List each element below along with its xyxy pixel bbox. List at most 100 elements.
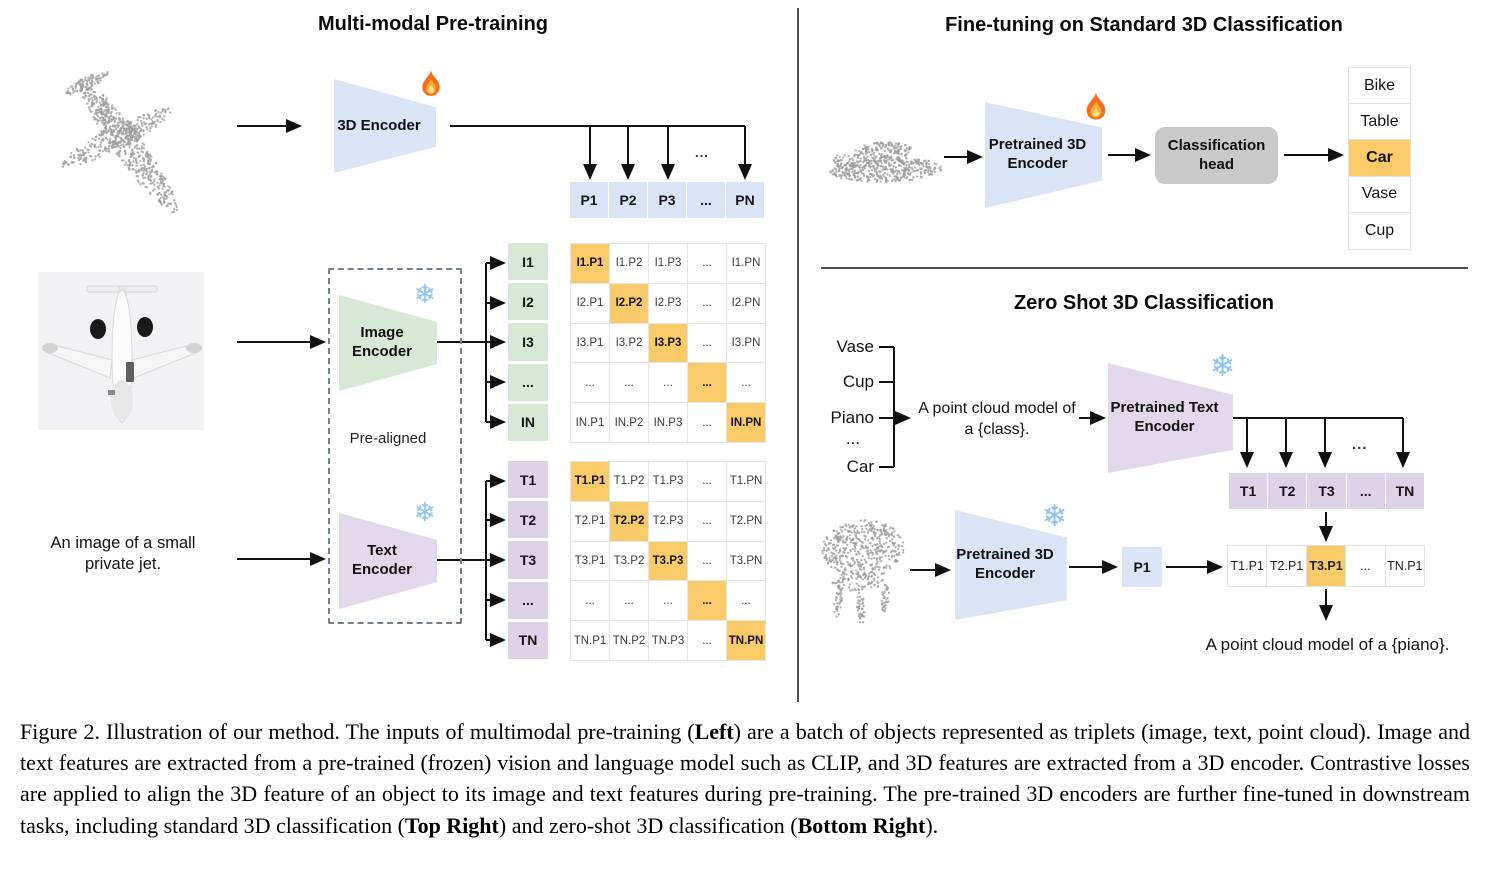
caption-bold-top-right: Top Right: [404, 812, 499, 838]
matrix-cell: T2.PN: [727, 501, 765, 541]
airplane-point-cloud: [61, 71, 179, 214]
zs-class-vase: Vase: [836, 337, 875, 356]
matrix-cell: T2.P3: [649, 501, 687, 541]
cell: TN.P1: [1385, 546, 1424, 586]
point-feature-row: P1 P2 P3... PN: [570, 182, 764, 218]
prompt-text: A point cloud model of a {class}.: [918, 400, 1076, 438]
fire-icon: [422, 70, 440, 96]
matrix-cell: T3.P3: [649, 541, 687, 581]
matrix-cell: ...: [571, 581, 609, 621]
cell: T3.P1: [1306, 546, 1346, 586]
matrix-cell: TN.P3: [649, 621, 687, 660]
snowflake-icon: ❄: [1042, 500, 1068, 533]
matrix-cell: ...: [688, 501, 726, 541]
matrix-cell: ...: [571, 363, 609, 403]
matrix-cell: ...: [688, 403, 726, 442]
matrix-cell: IN.P3: [649, 403, 687, 442]
pretrained-3d-encoder-label: Pretrained 3D Encoder: [988, 136, 1087, 172]
matrix-cell: I1.P1: [571, 244, 609, 283]
cell: P3: [648, 182, 686, 218]
cell: PN: [726, 182, 764, 218]
matrix-cell: I2.P3: [649, 283, 687, 323]
zs-similarity-row: T1.P1 T2.P1 T3.P1... TN.P1: [1227, 545, 1425, 587]
class-prediction-list: Bike Table Car Vase Cup: [1348, 67, 1411, 250]
feature-header-cell: I1: [508, 243, 548, 281]
matrix-cell: ...: [688, 541, 726, 581]
classification-head-label: Classification head: [1167, 136, 1266, 173]
feature-header-cell: T1: [508, 461, 548, 499]
zs-class-cup: Cup: [842, 372, 874, 391]
image-feature-column: I1 I2 I3... IN: [508, 243, 548, 441]
cell: Bike: [1349, 68, 1410, 105]
pre-aligned-label: Pre-aligned: [349, 430, 427, 447]
cell: T2: [1268, 473, 1307, 509]
matrix-cell: IN.PN: [727, 403, 765, 442]
matrix-cell: ...: [688, 244, 726, 283]
cell: T2.P1: [1267, 546, 1306, 586]
matrix-cell: ...: [649, 581, 687, 621]
matrix-cell: TN.P2: [610, 621, 648, 660]
matrix-cell: I1.PN: [727, 244, 765, 283]
feature-header-cell: IN: [508, 403, 548, 441]
pretrained-text-encoder-label: Pretrained Text Encoder: [1110, 399, 1219, 435]
text-point-similarity-matrix: T1.P1 T1.P2 T1.P3... T1.PN T2.P1 T2.P2 T2.P3..…: [570, 461, 766, 661]
piano-point-cloud: [821, 519, 905, 624]
zs-t-row-ellipsis: ...: [1352, 436, 1368, 453]
zs-pretrained-3d-encoder-label: Pretrained 3D Encoder: [956, 546, 1054, 582]
cell: ...: [1346, 546, 1385, 586]
cell: P1: [570, 182, 608, 218]
matrix-cell: I2.P1: [571, 283, 609, 323]
cell: ...: [1346, 473, 1385, 509]
caption-text: ) are a batch of objects represented as …: [20, 719, 1470, 838]
cell: Vase: [1349, 176, 1410, 213]
classification-head-block: Classification head: [1155, 127, 1278, 184]
matrix-cell: T2.P2: [610, 501, 648, 541]
matrix-cell: T1.P2: [610, 462, 648, 501]
caption-text: ) and zero-shot 3D classification (: [498, 812, 798, 838]
car-point-cloud: [829, 141, 943, 184]
matrix-cell: IN.P1: [571, 403, 609, 442]
image-encoder-label: Image Encoder: [351, 324, 412, 360]
zs-result-text: A point cloud model of a {piano}.: [1205, 635, 1450, 654]
matrix-cell: ...: [688, 323, 726, 363]
matrix-cell: T3.P1: [571, 541, 609, 581]
matrix-cell: T2.P1: [571, 501, 609, 541]
matrix-cell: T1.PN: [727, 462, 765, 501]
matrix-cell: I1.P3: [649, 244, 687, 283]
pre-aligned-box: [328, 268, 462, 624]
feature-header-cell: I3: [508, 323, 548, 361]
matrix-cell: I2.P2: [610, 283, 648, 323]
matrix-cell: TN.PN: [727, 621, 765, 660]
matrix-cell: T1.P3: [649, 462, 687, 501]
matrix-cell: I3.P1: [571, 323, 609, 363]
zs-text-feature-row: T1 T2 T3... TN: [1229, 473, 1424, 509]
caption-bold-left: Left: [694, 719, 734, 744]
feature-header-cell: ...: [508, 581, 548, 619]
matrix-cell: ...: [649, 363, 687, 403]
matrix-cell: I3.PN: [727, 323, 765, 363]
matrix-cell: ...: [688, 621, 726, 660]
caption-text: ).: [925, 812, 939, 838]
matrix-cell: IN.P2: [610, 403, 648, 442]
figure-caption: Figure 2. Illustration of our method. Th…: [20, 716, 1470, 841]
matrix-cell: ...: [688, 283, 726, 323]
cell: Table: [1349, 104, 1410, 141]
3d-encoder-label: 3D Encoder: [337, 116, 421, 134]
cell: T3: [1307, 473, 1346, 509]
feature-header-cell: T3: [508, 541, 548, 579]
text-encoder-label: Text Encoder: [351, 542, 412, 578]
bottom-right-title: Zero Shot 3D Classification: [1013, 292, 1275, 314]
cell: Cup: [1349, 212, 1410, 249]
matrix-cell: I2.PN: [727, 283, 765, 323]
image-caption-text: An image of a small private jet.: [50, 534, 196, 574]
cell: T1.P1: [1228, 546, 1267, 586]
matrix-cell: T3.P2: [610, 541, 648, 581]
matrix-cell: ...: [727, 581, 765, 621]
matrix-cell: I1.P2: [610, 244, 648, 283]
left-panel-title: Multi-modal Pre-training: [318, 13, 548, 35]
zs-class-ellipsis: ...: [845, 429, 860, 448]
feature-header-cell: I2: [508, 283, 548, 321]
p-row-ellipsis: ...: [695, 145, 709, 160]
